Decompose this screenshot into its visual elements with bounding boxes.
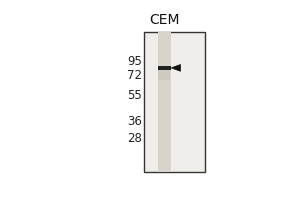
Text: 72: 72 — [127, 69, 142, 82]
Text: 55: 55 — [128, 89, 142, 102]
Bar — [158, 66, 171, 70]
Polygon shape — [171, 65, 181, 71]
Bar — [145, 32, 205, 172]
Bar — [158, 32, 171, 172]
Text: 36: 36 — [127, 115, 142, 128]
Text: 28: 28 — [127, 132, 142, 145]
Text: CEM: CEM — [149, 13, 179, 27]
Text: 95: 95 — [127, 55, 142, 68]
Bar — [158, 70, 170, 80]
